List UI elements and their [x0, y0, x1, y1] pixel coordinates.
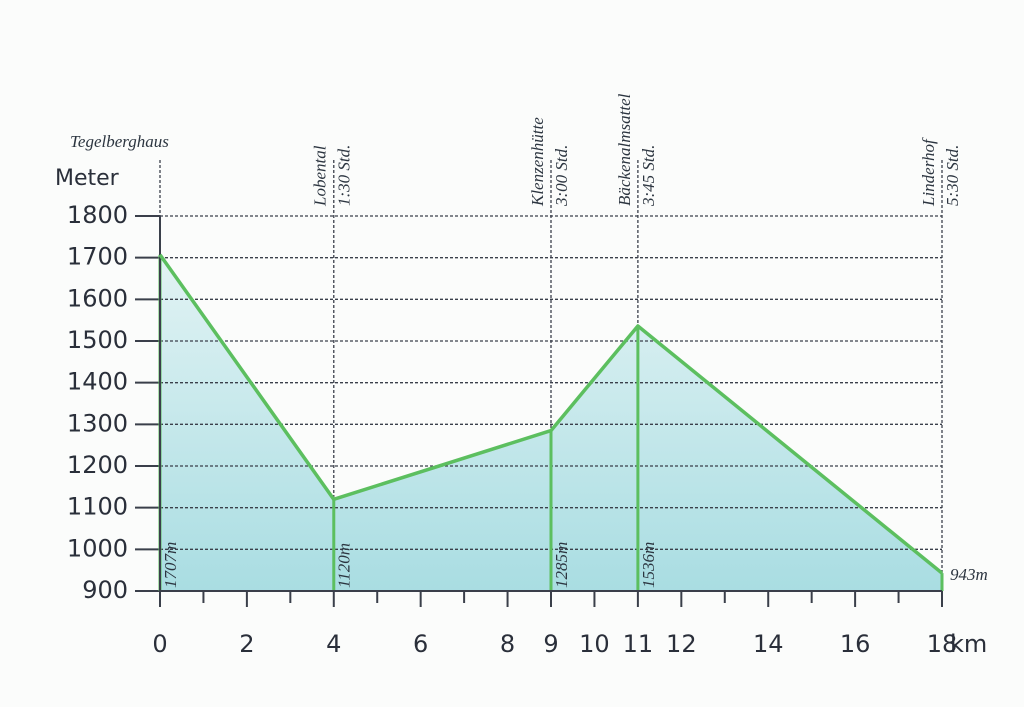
- x-tick-label: 16: [840, 630, 871, 658]
- y-tick-label: 1200: [67, 451, 128, 479]
- y-tick-label: 900: [82, 576, 128, 604]
- x-tick-label: 2: [239, 630, 254, 658]
- x-tick-label: 11: [623, 630, 654, 658]
- waypoint-name: Klenzenhütte: [528, 117, 547, 207]
- y-tick-label: 1100: [67, 493, 128, 521]
- waypoint-name: Linderhof: [919, 137, 938, 207]
- y-tick-label: 1000: [67, 534, 128, 562]
- y-tick-label: 1400: [67, 368, 128, 396]
- x-tick-label: 10: [579, 630, 610, 658]
- x-tick-label: 0: [152, 630, 167, 658]
- waypoint-time: 3:45 Std.: [639, 145, 658, 207]
- value-label: 943m: [950, 565, 988, 584]
- x-tick-label: 18: [927, 630, 958, 658]
- x-tick-label: 4: [326, 630, 341, 658]
- x-tick-label: 12: [666, 630, 697, 658]
- y-axis-label: Meter: [55, 166, 120, 191]
- y-tick-label: 1700: [67, 243, 128, 271]
- y-tick-label: 1600: [67, 284, 128, 312]
- value-label: 1707m: [161, 542, 180, 588]
- area: [160, 254, 942, 591]
- value-label: 1285m: [552, 542, 571, 588]
- x-tick-label: 9: [543, 630, 558, 658]
- y-tick-label: 1500: [67, 326, 128, 354]
- waypoint-time: 5:30 Std.: [943, 145, 962, 206]
- y-tick-label: 1800: [67, 201, 128, 229]
- waypoint-time: 1:30 Std.: [335, 145, 354, 206]
- chart-title: Tegelberghaus: [70, 132, 169, 151]
- x-tick-label: 8: [500, 630, 515, 658]
- value-label: 1120m: [335, 543, 354, 588]
- waypoint-name: Lobental: [311, 145, 330, 207]
- x-tick-label: 14: [753, 630, 784, 658]
- value-label: 1536m: [639, 542, 658, 588]
- x-axis-label: km: [950, 630, 987, 658]
- profile-line: [158, 253, 944, 575]
- waypoint-name: Bäckenalmsattel: [615, 93, 634, 206]
- y-tick-label: 1300: [67, 409, 128, 437]
- waypoint-time: 3:00 Std.: [552, 145, 571, 207]
- x-tick-label: 6: [413, 630, 428, 658]
